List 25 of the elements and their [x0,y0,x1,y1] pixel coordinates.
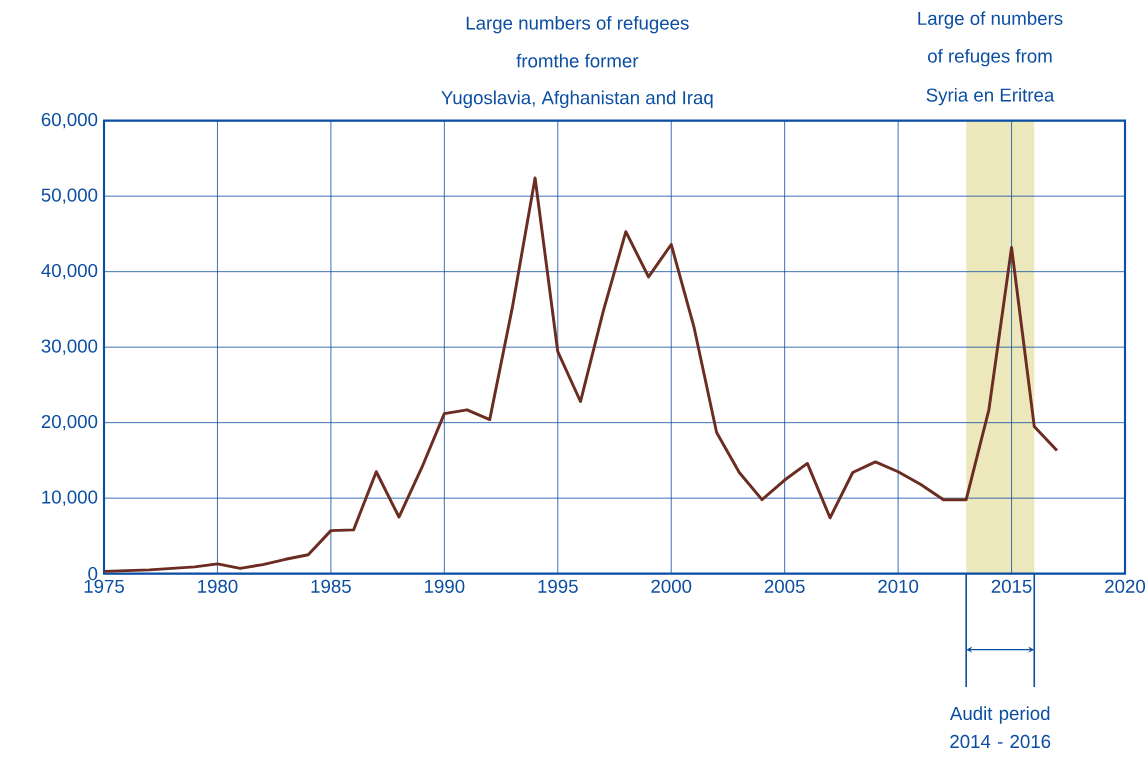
y-tick-label: 20,000 [41,415,98,431]
x-tick-label: 2000 [651,579,692,594]
text: fromthe former [516,53,639,68]
line-series [102,176,1059,574]
x-tick-label: 1985 [311,579,351,594]
y-tick-label: 10,000 [42,490,98,507]
x-tick-label: 1975 [84,579,124,594]
y-tick-label: 30,000 [41,339,98,356]
text: Large numbers of refugees [466,16,689,34]
text: Syria en Eritrea [926,88,1055,106]
y-tick-label: 40,000 [41,264,98,280]
x-tick-label: 2020 [1105,579,1146,594]
text: Large of numbers [918,11,1063,29]
y-tick-label: 60,000 [41,113,98,129]
y-tick-label: 50,000 [41,188,98,205]
x-tick-label: 1990 [425,579,465,594]
x-tick-label: 2015 [991,579,1032,594]
x-tick-label: 2010 [878,579,919,594]
text: Yugoslavia, Afghanistan and Iraq [441,90,713,109]
y-tick-label: 0 [88,567,98,581]
x-tick-label: 1995 [538,579,578,594]
x-tick-label: 2005 [764,579,805,594]
x-tick-label: 1980 [198,579,238,594]
text: of refuges from [928,49,1052,67]
band-label: Audit period 2014 - 2016 [949,706,1051,749]
